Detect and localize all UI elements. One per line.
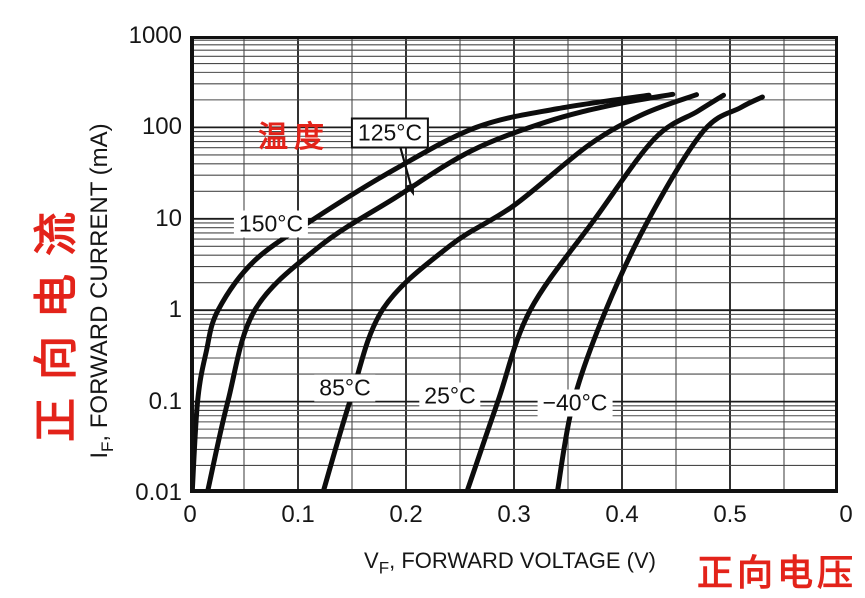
y-tick-label: 0.01 bbox=[135, 479, 182, 506]
y-tick-label: 10 bbox=[155, 204, 182, 232]
x-tick-label: 0.1 bbox=[281, 501, 315, 528]
chart-canvas bbox=[190, 36, 838, 493]
x-tick-label: 0.5 bbox=[713, 501, 747, 528]
x-tick-label: 0 bbox=[183, 501, 197, 528]
y-tick-label: 100 bbox=[141, 113, 182, 141]
curve-label-40cc: −40°C bbox=[537, 389, 613, 417]
x-axis-chinese-label: 正向电压 bbox=[697, 552, 858, 593]
x-tick-label: 0.2 bbox=[389, 501, 423, 528]
curve-label-85cc: 85°C bbox=[314, 374, 376, 402]
curve-label-150cc: 150°C bbox=[233, 210, 309, 238]
y-tick-label: 0.1 bbox=[148, 387, 182, 415]
x-tick-label: 0.4 bbox=[605, 501, 639, 528]
y-tick-label: 1 bbox=[168, 296, 182, 324]
y-tick-label: 1000 bbox=[128, 22, 182, 49]
curve-label-125cc: 125°C bbox=[350, 117, 430, 149]
x-axis-title: VF, FORWARD VOLTAGE (V) bbox=[364, 548, 656, 578]
x-tick-label: 0.3 bbox=[497, 501, 531, 528]
temperature-annotation: 温度 bbox=[258, 121, 330, 154]
x-tick-label: 0 bbox=[839, 501, 853, 528]
curve-label-25cc: 25°C bbox=[419, 382, 481, 410]
y-axis-chinese-label: 正向电流 bbox=[32, 194, 81, 442]
